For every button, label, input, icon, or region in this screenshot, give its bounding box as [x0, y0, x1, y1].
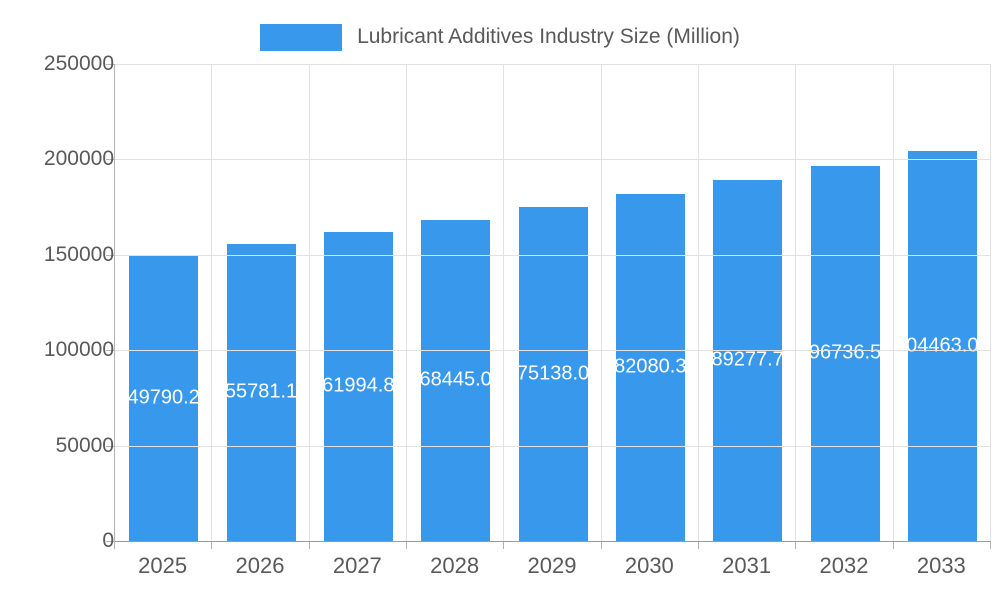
legend-color-swatch — [260, 23, 343, 51]
bar-value-label-2027: 161994.86 — [311, 374, 406, 397]
vertical-gridline — [795, 64, 797, 541]
x-axis-tick-label-2031: 2031 — [722, 553, 772, 578]
x-axis-tick-label-2033: 2033 — [916, 553, 966, 578]
bar-value-label-2029: 175138.06 — [505, 362, 601, 385]
y-axis-tick-mark — [106, 541, 114, 542]
x-axis-tick-label-2027: 2027 — [332, 553, 382, 578]
y-axis-tick-label: 50000 — [55, 433, 114, 457]
y-axis-tick-mark — [106, 159, 114, 161]
bar-2030[interactable] — [615, 193, 685, 541]
bar-2031[interactable] — [713, 179, 783, 541]
vertical-gridline — [600, 64, 602, 541]
bar-2033[interactable] — [907, 150, 977, 541]
x-axis-tick-mark — [600, 542, 602, 549]
x-axis-tick-mark — [308, 542, 310, 549]
vertical-gridline — [698, 64, 699, 541]
plot-area: 149790.25 155781.16 161994.86 168445.05 1751… — [106, 64, 991, 549]
y-axis-tick-mark — [106, 350, 114, 352]
x-axis-tick-label-2028: 2028 — [430, 553, 480, 578]
horizontal-gridline — [115, 445, 991, 447]
x-axis-tick-label-2029: 2029 — [527, 553, 577, 578]
horizontal-gridline — [115, 350, 991, 352]
vertical-gridline — [892, 64, 894, 541]
bar-2028[interactable] — [421, 219, 491, 541]
bar-2027[interactable] — [323, 231, 393, 541]
vertical-gridline — [990, 64, 991, 541]
y-axis-tick-label: 250000 — [43, 52, 114, 75]
y-axis-tick-mark — [106, 254, 114, 256]
horizontal-gridline — [115, 159, 991, 161]
x-axis-tick-mark — [795, 542, 797, 549]
x-axis-tick-mark — [698, 542, 699, 549]
x-axis-tick-label-2025: 2025 — [138, 553, 188, 578]
x-axis-tick-mark — [211, 542, 213, 549]
horizontal-gridline — [115, 64, 991, 65]
bar-2026[interactable] — [226, 243, 296, 541]
bar-value-label-2025: 149790.25 — [116, 386, 211, 409]
bar-value-label-2030: 182080.38 — [603, 355, 698, 378]
y-axis-tick-label: 200000 — [43, 147, 114, 171]
bar-2025[interactable] — [129, 255, 199, 541]
vertical-gridline — [211, 64, 213, 541]
y-axis-tick-mark — [106, 445, 114, 447]
x-axis-tick-label-2032: 2032 — [819, 553, 869, 578]
y-axis-tick-label: 100000 — [43, 338, 114, 362]
x-axis-tick-mark — [114, 542, 115, 549]
x-axis-tick-mark — [990, 542, 991, 549]
bar-2029[interactable] — [518, 206, 588, 541]
bar-labels-layer: 149790.25 155781.16 161994.86 168445.05 1751… — [115, 64, 991, 541]
bars-layer — [115, 64, 991, 541]
bar-value-label-2026: 155781.16 — [213, 380, 309, 403]
chart-legend[interactable]: Lubricant Additives Industry Size (Milli… — [0, 20, 1000, 54]
y-axis-tick-label: 0 — [102, 529, 114, 552]
legend-series-label: Lubricant Additives Industry Size (Milli… — [357, 25, 740, 48]
x-axis-tick-mark — [406, 542, 407, 549]
x-axis-tick-label-2026: 2026 — [235, 553, 285, 578]
horizontal-gridline — [115, 254, 991, 256]
y-axis-tick-mark — [106, 64, 114, 65]
x-axis-tick-label-2030: 2030 — [624, 553, 674, 578]
x-axis-tick-mark — [503, 542, 505, 549]
bar-2032[interactable] — [810, 165, 880, 541]
vertical-gridline — [503, 64, 505, 541]
vertical-gridline — [308, 64, 310, 541]
vertical-gridline — [406, 64, 407, 541]
bar-value-label-2032: 196736.51 — [797, 341, 893, 364]
bar-value-label-2033: 204463.07 — [895, 334, 990, 357]
x-axis-tick-mark — [892, 542, 894, 549]
bar-value-label-2028: 168445.05 — [408, 368, 503, 391]
bar-value-label-2031: 189277.79 — [700, 348, 795, 371]
y-axis-tick-label: 150000 — [43, 242, 114, 266]
